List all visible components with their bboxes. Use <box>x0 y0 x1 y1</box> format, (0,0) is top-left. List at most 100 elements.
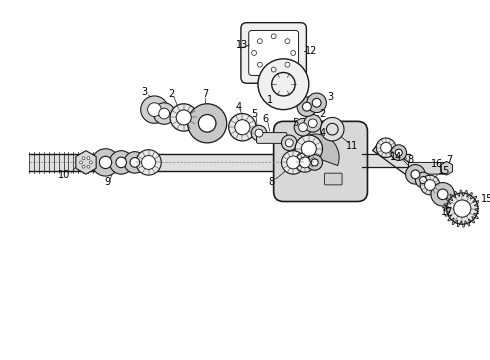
Circle shape <box>176 110 191 125</box>
Circle shape <box>320 117 344 141</box>
Text: 8: 8 <box>269 177 275 187</box>
Circle shape <box>271 34 276 39</box>
Circle shape <box>438 189 448 199</box>
Circle shape <box>381 142 392 153</box>
Circle shape <box>287 156 300 169</box>
Circle shape <box>141 96 168 123</box>
Circle shape <box>99 156 112 168</box>
Circle shape <box>258 59 309 110</box>
Wedge shape <box>292 134 339 166</box>
Circle shape <box>285 139 293 147</box>
Circle shape <box>271 67 276 72</box>
Circle shape <box>312 98 321 107</box>
Circle shape <box>142 156 155 170</box>
Circle shape <box>295 153 315 172</box>
Polygon shape <box>373 141 477 222</box>
Circle shape <box>87 157 90 159</box>
Circle shape <box>294 118 312 136</box>
Circle shape <box>307 154 322 170</box>
Circle shape <box>130 158 140 167</box>
Circle shape <box>295 135 322 162</box>
Circle shape <box>431 183 454 206</box>
Circle shape <box>89 161 92 164</box>
Circle shape <box>198 114 216 132</box>
Text: 15: 15 <box>481 194 490 204</box>
Circle shape <box>87 165 90 168</box>
Circle shape <box>326 123 338 135</box>
Circle shape <box>304 114 321 132</box>
Circle shape <box>285 39 290 44</box>
Circle shape <box>395 149 402 156</box>
Circle shape <box>406 165 425 184</box>
Circle shape <box>82 157 85 159</box>
FancyBboxPatch shape <box>273 121 368 202</box>
Circle shape <box>298 123 307 132</box>
Text: 3: 3 <box>142 87 147 97</box>
Text: 9: 9 <box>104 177 111 187</box>
Circle shape <box>291 50 295 55</box>
Text: 13: 13 <box>236 40 248 50</box>
Text: 7: 7 <box>446 156 453 166</box>
Circle shape <box>136 150 161 175</box>
Circle shape <box>301 141 317 156</box>
Text: 10: 10 <box>58 170 71 180</box>
Circle shape <box>307 93 326 113</box>
Text: 14: 14 <box>390 152 402 162</box>
Circle shape <box>92 149 119 176</box>
Text: 12: 12 <box>305 46 317 56</box>
Text: 5: 5 <box>292 118 298 128</box>
Circle shape <box>297 97 317 117</box>
Circle shape <box>235 120 250 135</box>
Circle shape <box>308 119 317 128</box>
Circle shape <box>376 138 396 158</box>
Circle shape <box>82 165 85 168</box>
Text: 8: 8 <box>407 156 414 166</box>
Circle shape <box>170 104 197 131</box>
Circle shape <box>425 180 436 190</box>
Text: 7: 7 <box>202 89 208 99</box>
Circle shape <box>271 72 295 96</box>
Text: 5: 5 <box>251 109 257 118</box>
Circle shape <box>420 175 440 195</box>
FancyBboxPatch shape <box>409 162 445 174</box>
Text: 4: 4 <box>235 102 242 112</box>
Circle shape <box>255 129 263 137</box>
FancyBboxPatch shape <box>249 31 298 76</box>
Circle shape <box>391 145 407 161</box>
Text: 16: 16 <box>431 159 443 170</box>
FancyBboxPatch shape <box>257 132 287 143</box>
Circle shape <box>281 151 305 174</box>
Circle shape <box>80 161 83 164</box>
Circle shape <box>257 62 262 67</box>
Circle shape <box>411 170 420 179</box>
Circle shape <box>281 135 297 151</box>
Circle shape <box>419 176 427 184</box>
Circle shape <box>454 200 471 217</box>
Circle shape <box>311 159 318 166</box>
Circle shape <box>251 125 267 141</box>
Circle shape <box>153 103 175 124</box>
Circle shape <box>109 151 133 174</box>
Text: 1: 1 <box>267 95 273 105</box>
Text: 6: 6 <box>263 114 269 125</box>
Circle shape <box>252 50 257 55</box>
Circle shape <box>124 152 146 173</box>
Text: 11: 11 <box>346 141 358 151</box>
Circle shape <box>257 39 262 44</box>
Circle shape <box>446 193 478 224</box>
Text: 4: 4 <box>319 128 325 138</box>
Circle shape <box>188 104 227 143</box>
Text: 3: 3 <box>327 92 333 102</box>
Text: 2: 2 <box>168 89 174 99</box>
Text: 17: 17 <box>441 207 454 217</box>
Circle shape <box>285 62 290 67</box>
Circle shape <box>159 108 170 119</box>
Circle shape <box>147 103 161 117</box>
Circle shape <box>302 102 311 111</box>
Text: 2: 2 <box>319 109 326 118</box>
Circle shape <box>229 113 256 141</box>
Circle shape <box>116 157 126 168</box>
Circle shape <box>299 157 310 168</box>
FancyBboxPatch shape <box>324 173 342 185</box>
Circle shape <box>416 172 431 188</box>
